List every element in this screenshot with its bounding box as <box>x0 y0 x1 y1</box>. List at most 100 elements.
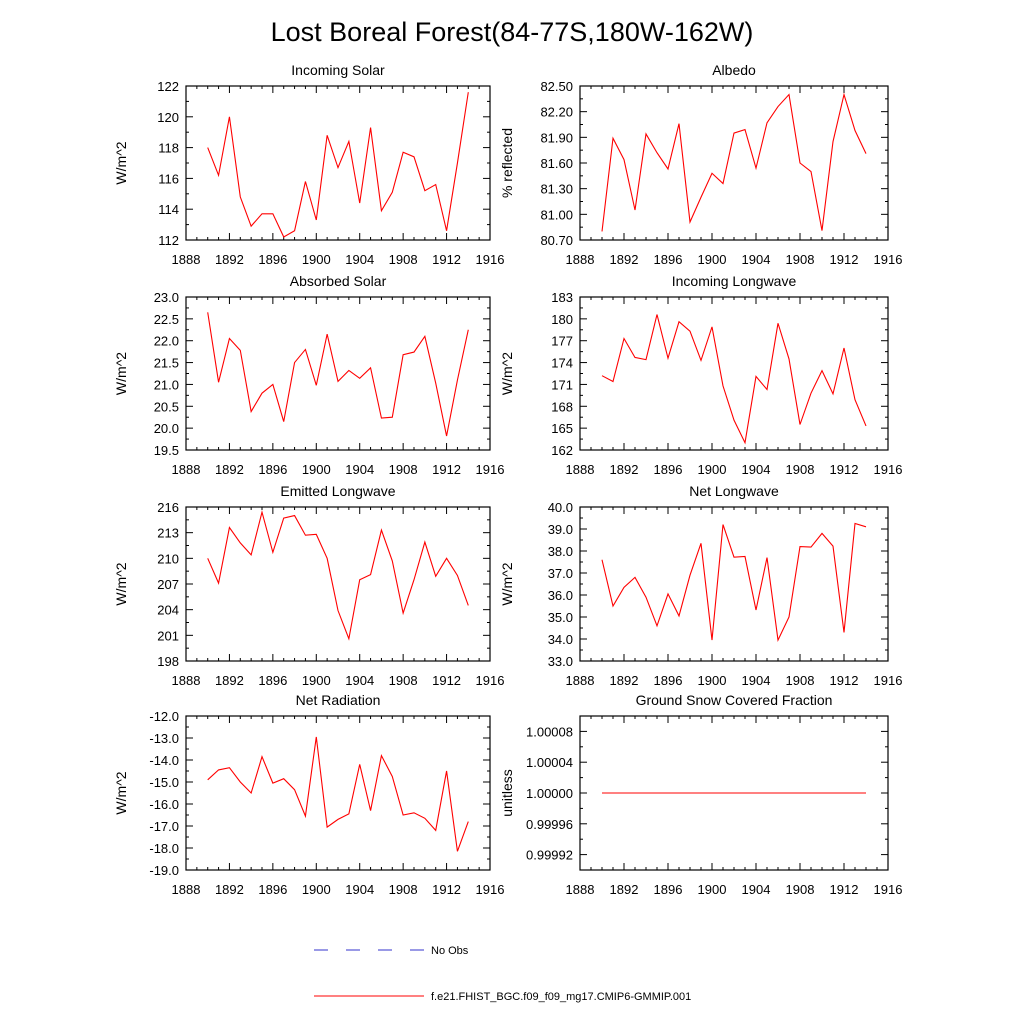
albedo-xtick-label: 1900 <box>698 252 727 267</box>
emitted-longwave-xtick-label: 1900 <box>302 673 331 688</box>
albedo-xtick-label: 1888 <box>566 252 595 267</box>
net-radiation-xtick-label: 1904 <box>345 882 374 897</box>
incoming-solar-plot-frame <box>185 85 491 241</box>
net-radiation-xtick-label: 1900 <box>302 882 331 897</box>
incoming-longwave-ytick-label: 177 <box>551 334 573 349</box>
ground-snow-covered-fraction-ylabel: unitless <box>499 769 515 816</box>
absorbed-solar-xtick-label: 1916 <box>476 462 505 477</box>
net-radiation-ytick-label: -12.0 <box>149 709 179 724</box>
albedo-ytick-label: 81.90 <box>540 130 573 145</box>
albedo-ytick-label: 81.00 <box>540 207 573 222</box>
incoming-solar-xtick-label: 1892 <box>215 252 244 267</box>
emitted-longwave-xtick-label: 1912 <box>432 673 461 688</box>
albedo-ytick-label: 81.60 <box>540 156 573 171</box>
ground-snow-covered-fraction-xtick-label: 1904 <box>742 882 771 897</box>
ground-snow-covered-fraction-ytick-label: 0.99992 <box>526 848 573 863</box>
incoming-solar-xtick-label: 1912 <box>432 252 461 267</box>
emitted-longwave-ytick-label: 210 <box>157 551 179 566</box>
albedo-xtick-label: 1916 <box>874 252 903 267</box>
legend: No Obs f.e21.FHIST_BGC.f09_f09_mg17.CMIP… <box>314 945 691 1003</box>
incoming-longwave-ytick-label: 174 <box>551 356 573 371</box>
ground-snow-covered-fraction-ytick-label: 0.99996 <box>526 817 573 832</box>
incoming-solar-ytick-label: 122 <box>157 79 179 94</box>
albedo-xtick-label: 1904 <box>742 252 771 267</box>
incoming-longwave-xtick-label: 1908 <box>786 462 815 477</box>
net-radiation-ytick-label: -13.0 <box>149 731 179 746</box>
incoming-solar-ytick-label: 120 <box>157 110 179 125</box>
incoming-solar-xtick-label: 1896 <box>258 252 287 267</box>
absorbed-solar-ytick-label: 22.0 <box>154 334 179 349</box>
net-longwave-ytick-label: 35.0 <box>548 610 573 625</box>
incoming-longwave-ytick-label: 180 <box>551 312 573 327</box>
net-radiation-xtick-label: 1908 <box>389 882 418 897</box>
net-radiation-series-line <box>207 736 469 852</box>
emitted-longwave-ytick-label: 213 <box>157 526 179 541</box>
incoming-longwave-xtick-label: 1888 <box>566 462 595 477</box>
albedo-plot-frame <box>579 85 889 241</box>
emitted-longwave-ylabel: W/m^2 <box>113 562 129 605</box>
absorbed-solar-xtick-label: 1896 <box>258 462 287 477</box>
net-longwave-xtick-label: 1888 <box>566 673 595 688</box>
net-longwave-ytick-label: 40.0 <box>548 500 573 515</box>
net-longwave-ytick-label: 33.0 <box>548 654 573 669</box>
emitted-longwave-xtick-label: 1896 <box>258 673 287 688</box>
incoming-longwave-ytick-label: 183 <box>551 290 573 305</box>
incoming-solar-xtick-label: 1916 <box>476 252 505 267</box>
incoming-longwave-xtick-label: 1912 <box>830 462 859 477</box>
net-longwave-ytick-label: 37.0 <box>548 566 573 581</box>
absorbed-solar-title: Absorbed Solar <box>290 273 387 289</box>
net-longwave-ylabel: W/m^2 <box>499 562 515 605</box>
chart-ground-snow-covered-fraction: Ground Snow Covered Fraction unitless 1888… <box>499 692 902 897</box>
net-longwave-xtick-label: 1896 <box>654 673 683 688</box>
emitted-longwave-ytick-label: 207 <box>157 577 179 592</box>
figure-title: Lost Boreal Forest(84-77S,180W-162W) <box>271 17 754 47</box>
net-longwave-xtick-label: 1912 <box>830 673 859 688</box>
emitted-longwave-xtick-label: 1908 <box>389 673 418 688</box>
albedo-xtick-label: 1892 <box>610 252 639 267</box>
ground-snow-covered-fraction-xtick-label: 1896 <box>654 882 683 897</box>
net-longwave-xtick-label: 1916 <box>874 673 903 688</box>
incoming-solar-xtick-label: 1904 <box>345 252 374 267</box>
incoming-solar-ytick-label: 116 <box>158 171 179 186</box>
incoming-longwave-plot-frame <box>579 296 889 451</box>
incoming-longwave-xtick-label: 1904 <box>742 462 771 477</box>
net-radiation-ylabel: W/m^2 <box>113 771 129 814</box>
absorbed-solar-ylabel: W/m^2 <box>113 352 129 395</box>
albedo-ytick-label: 82.20 <box>540 105 573 120</box>
net-radiation-plot-frame <box>185 715 491 871</box>
emitted-longwave-xtick-label: 1904 <box>345 673 374 688</box>
incoming-longwave-title: Incoming Longwave <box>672 273 797 289</box>
albedo-ytick-label: 81.30 <box>540 182 573 197</box>
ground-snow-covered-fraction-title: Ground Snow Covered Fraction <box>636 692 833 708</box>
net-longwave-ytick-label: 39.0 <box>548 522 573 537</box>
emitted-longwave-xtick-label: 1892 <box>215 673 244 688</box>
incoming-solar-series-line <box>207 92 469 238</box>
emitted-longwave-title: Emitted Longwave <box>280 483 395 499</box>
incoming-solar-ylabel: W/m^2 <box>113 141 129 184</box>
net-longwave-ytick-label: 36.0 <box>548 588 573 603</box>
absorbed-solar-xtick-label: 1904 <box>345 462 374 477</box>
incoming-longwave-ylabel: W/m^2 <box>499 352 515 395</box>
incoming-longwave-xtick-label: 1916 <box>874 462 903 477</box>
ground-snow-covered-fraction-xtick-label: 1908 <box>786 882 815 897</box>
net-longwave-title: Net Longwave <box>689 483 779 499</box>
incoming-solar-ytick-label: 112 <box>158 233 179 248</box>
net-radiation-xtick-label: 1916 <box>476 882 505 897</box>
absorbed-solar-ytick-label: 21.0 <box>154 377 179 392</box>
absorbed-solar-ytick-label: 23.0 <box>154 290 179 305</box>
incoming-longwave-ytick-label: 171 <box>551 377 573 392</box>
net-longwave-xtick-label: 1904 <box>742 673 771 688</box>
legend-model-label: f.e21.FHIST_BGC.f09_f09_mg17.CMIP6-GMMIP… <box>431 991 691 1003</box>
net-radiation-ytick-label: -14.0 <box>149 753 179 768</box>
incoming-solar-title: Incoming Solar <box>291 62 385 78</box>
chart-absorbed-solar: Absorbed Solar W/m^2 1888 1892 1896 1900 1904 1… <box>113 273 504 477</box>
net-longwave-xtick-label: 1900 <box>698 673 727 688</box>
albedo-xtick-label: 1912 <box>830 252 859 267</box>
net-radiation-xtick-label: 1888 <box>172 882 201 897</box>
incoming-longwave-series-line <box>601 314 867 445</box>
absorbed-solar-ytick-label: 21.5 <box>154 356 179 371</box>
net-longwave-xtick-label: 1892 <box>610 673 639 688</box>
ground-snow-covered-fraction-ytick-label: 1.00000 <box>526 786 573 801</box>
net-longwave-plot-frame <box>579 506 889 662</box>
